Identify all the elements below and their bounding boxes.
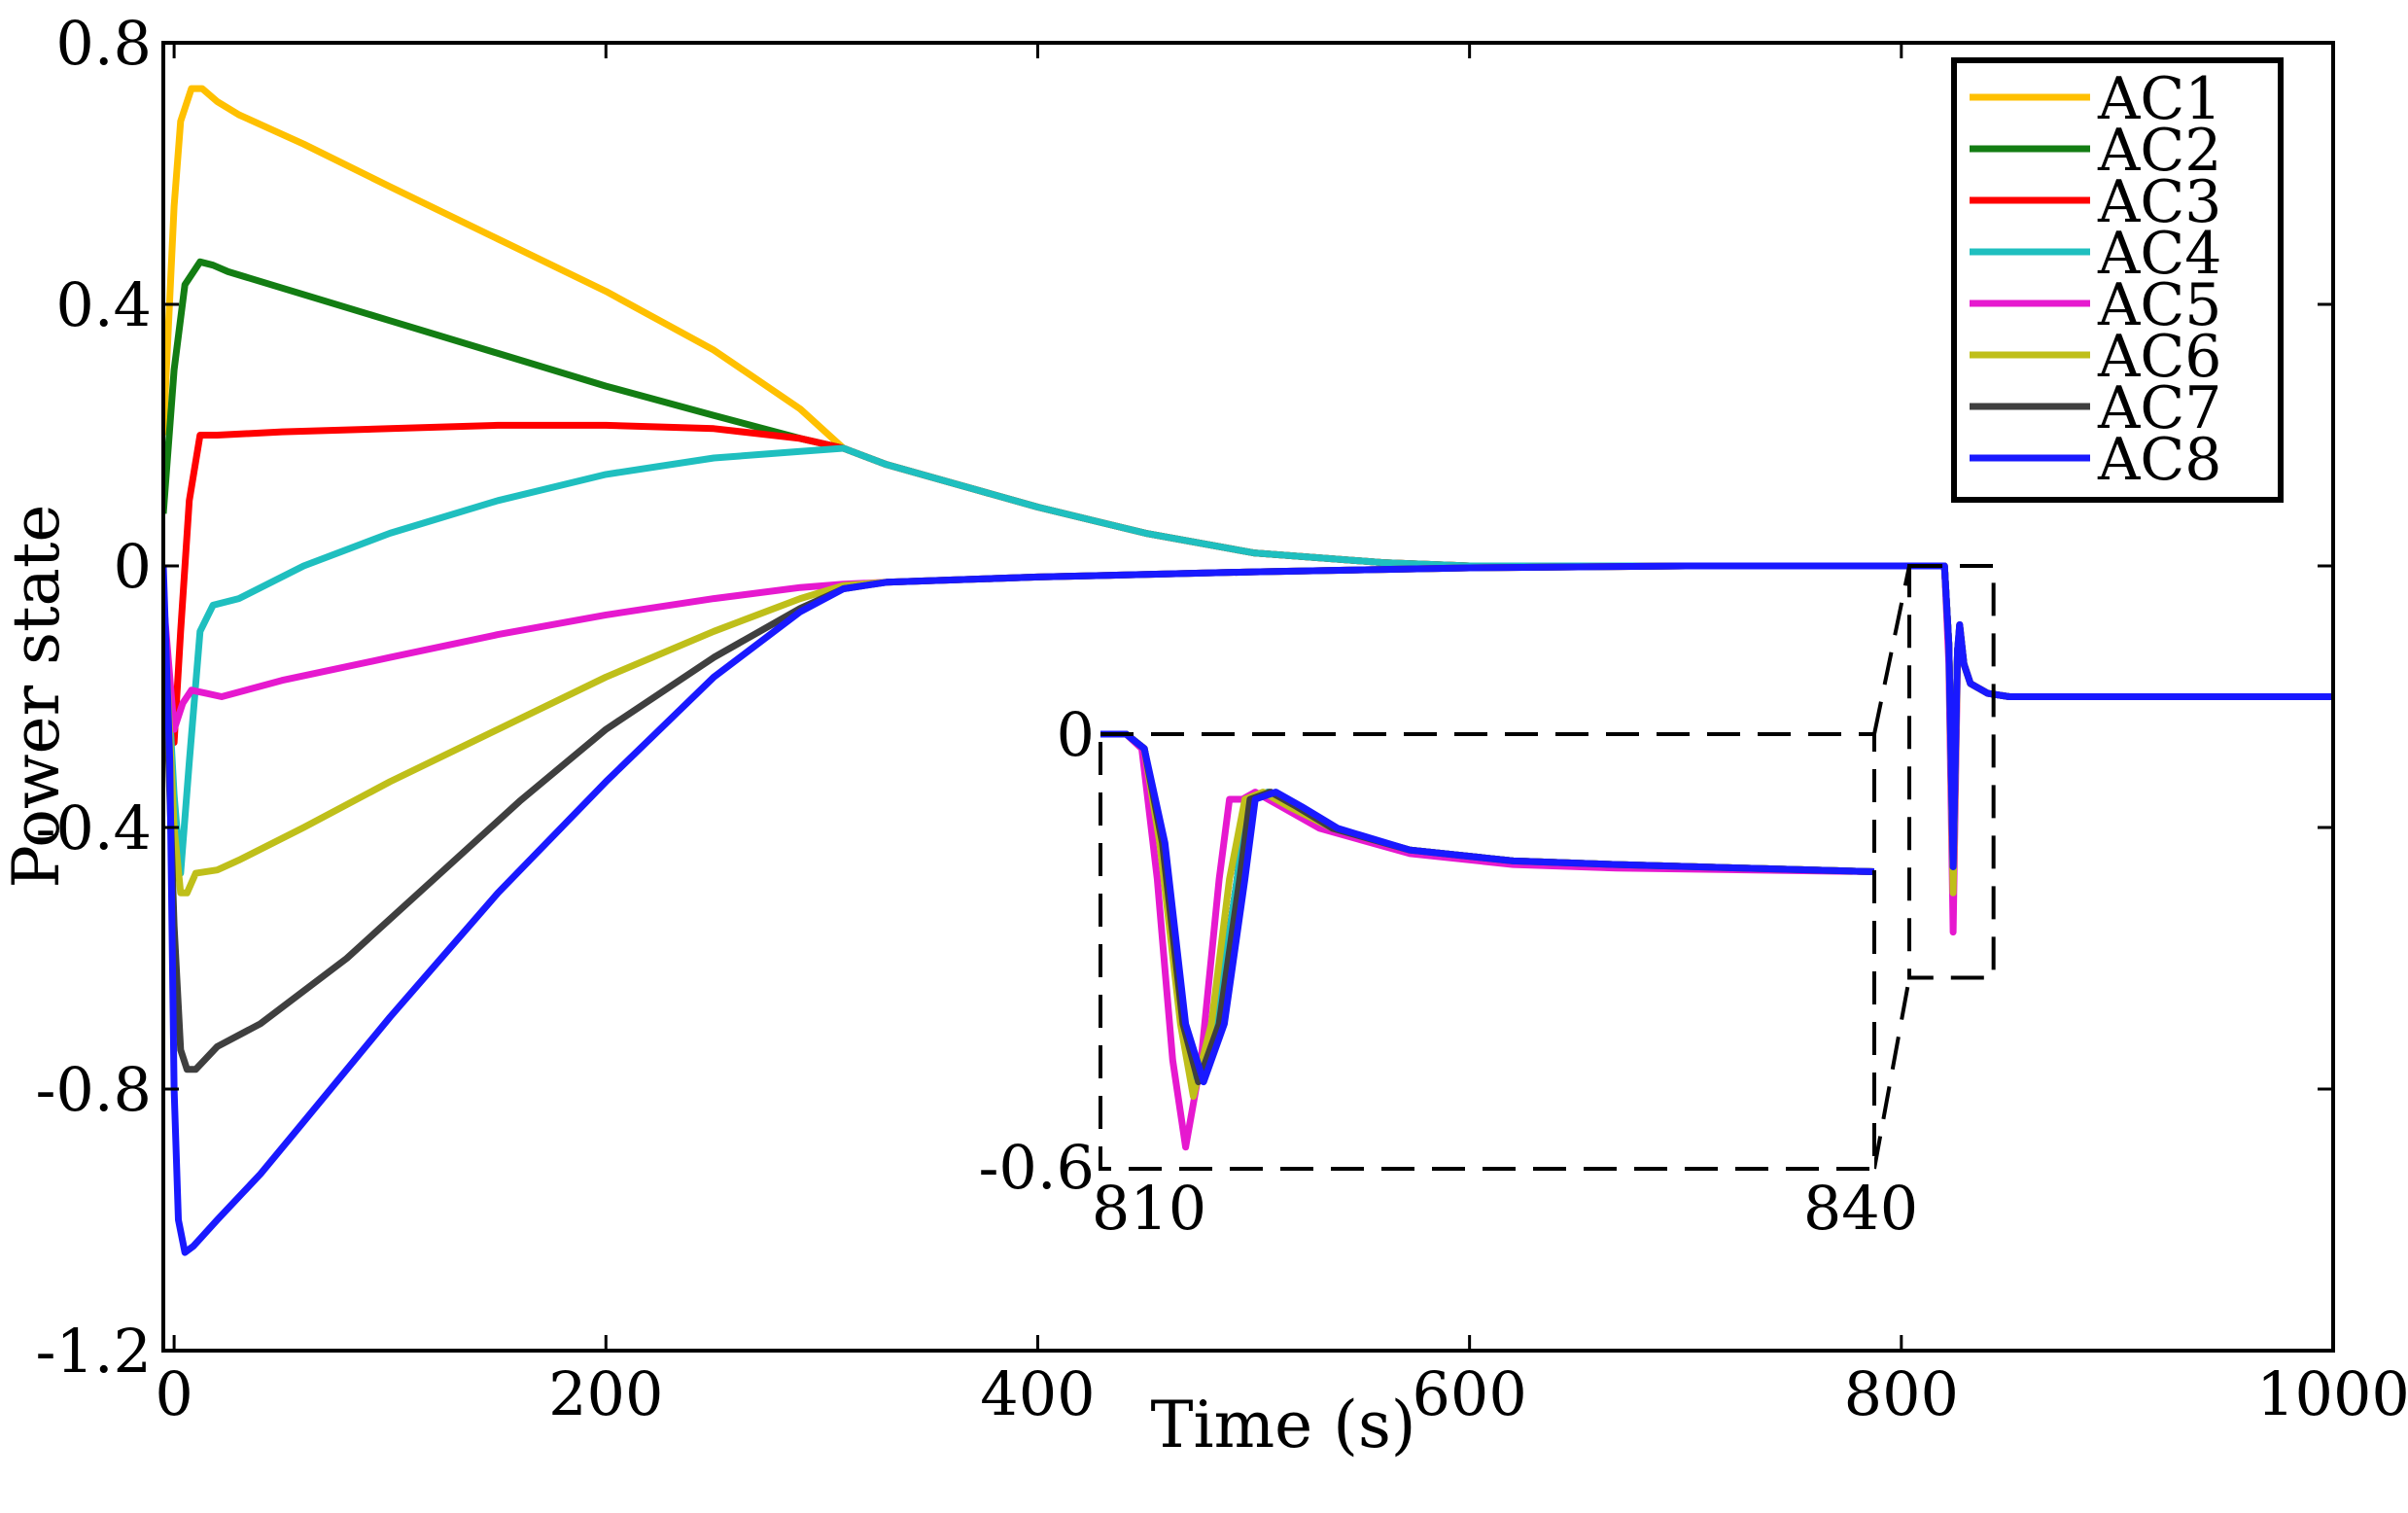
zoom-connector-bottom (1872, 977, 1911, 1170)
inset-x-label-left: 810 (1092, 1173, 1206, 1244)
y-tick-label: -1.2 (35, 1316, 152, 1387)
x-tick-label: 200 (548, 1358, 663, 1429)
legend-box (1951, 57, 2284, 503)
inset-line-ac8 (1100, 730, 1874, 1086)
plot-frame (161, 41, 2335, 1353)
legend-label-ac5: AC5 (2097, 271, 2221, 339)
zoom-region-box (1907, 564, 1996, 980)
series-line-ac8 (163, 562, 2333, 1256)
inset-background (1100, 734, 1874, 1169)
legend-label-ac4: AC4 (2097, 220, 2221, 288)
legend-label-ac8: AC8 (2097, 426, 2221, 494)
y-tick-label: 0 (114, 531, 152, 602)
inset-series (1100, 730, 1874, 1151)
inset-frame (1099, 732, 1876, 1171)
zoom-connector-top (1872, 565, 1911, 735)
y-tick-label: 0.8 (55, 8, 152, 79)
inset-y-label-top: 0 (1057, 699, 1095, 770)
x-tick-label: 600 (1412, 1358, 1526, 1429)
y-axis-title: Power state (0, 505, 74, 889)
legend-label-ac2: AC2 (2097, 117, 2221, 185)
x-tick-label: 400 (980, 1358, 1095, 1429)
legend-label-ac1: AC1 (2097, 65, 2221, 133)
x-tick-label: 0 (155, 1358, 192, 1429)
y-tick-label: -0.4 (35, 792, 152, 863)
y-tick-label: -0.8 (35, 1054, 152, 1125)
legend-label-ac6: AC6 (2097, 323, 2221, 391)
zoom-indicator (1872, 564, 1996, 1170)
x-axis-title: Time (s) (1150, 1388, 1415, 1462)
inset-y-label-bottom: -0.6 (978, 1132, 1095, 1203)
x-tick-label: 800 (1844, 1358, 1959, 1429)
axis-ticks: 0 200 400 600 800 1000 0.8 0.4 0 -0.4 -0.8 -1.2 (35, 8, 2408, 1429)
x-tick-label: 1000 (2256, 1358, 2408, 1429)
inset-x-label-right: 840 (1803, 1173, 1918, 1244)
y-tick-label: 0.4 (55, 269, 152, 340)
series-layer (163, 85, 2333, 1256)
legend-label-ac3: AC3 (2097, 168, 2221, 236)
inset-line-ac5 (1100, 730, 1874, 1151)
legend-label-ac7: AC7 (2097, 374, 2221, 442)
